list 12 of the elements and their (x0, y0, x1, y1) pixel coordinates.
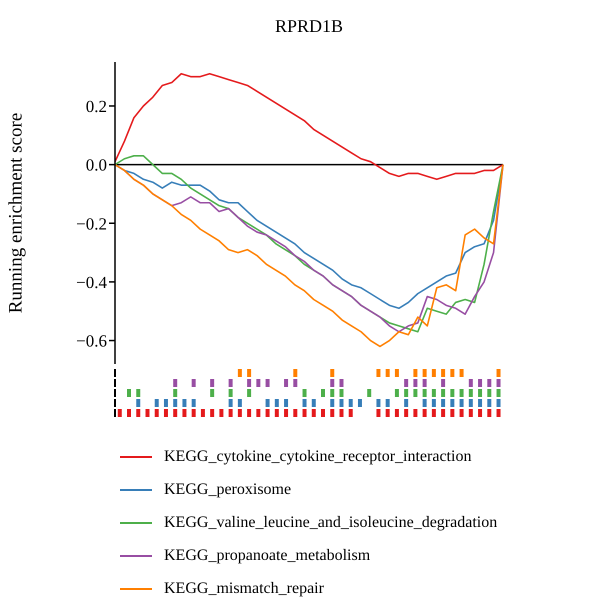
y-tick-label: 0.2 (86, 97, 107, 116)
y-tick-label: −0.6 (76, 332, 107, 351)
y-tick-label: −0.4 (76, 272, 108, 292)
y-tick-label: 0.0 (86, 156, 107, 175)
chart-title: RPRD1B (274, 16, 344, 36)
legend-label: KEGG_valine_leucine_and_isoleucine_degradation (164, 514, 498, 532)
legend-label: KEGG_cytokine_cytokine_receptor_interaction (164, 448, 472, 466)
y-tick-label: −0.2 (76, 214, 107, 234)
legend-label: KEGG_propanoate_metabolism (164, 546, 370, 564)
legend-label: KEGG_mismatch_repair (164, 580, 324, 598)
legend-label: KEGG_peroxisome (164, 480, 292, 498)
y-axis-title: Running enrichment score (6, 112, 27, 314)
